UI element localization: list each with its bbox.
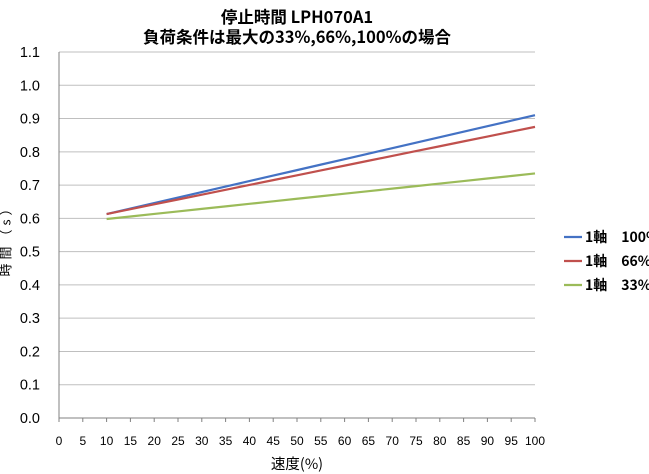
svg-text:35: 35 xyxy=(219,434,233,448)
svg-text:30: 30 xyxy=(195,434,209,448)
svg-text:70: 70 xyxy=(386,434,400,448)
svg-text:40: 40 xyxy=(243,434,257,448)
svg-text:0.7: 0.7 xyxy=(20,178,40,194)
svg-text:65: 65 xyxy=(362,434,376,448)
svg-text:0.3: 0.3 xyxy=(20,311,40,327)
svg-text:10: 10 xyxy=(100,434,114,448)
svg-text:85: 85 xyxy=(457,434,471,448)
svg-text:1.0: 1.0 xyxy=(20,78,40,94)
svg-text:100: 100 xyxy=(525,434,545,448)
svg-text:20: 20 xyxy=(148,434,162,448)
svg-text:55: 55 xyxy=(314,434,328,448)
svg-text:0.4: 0.4 xyxy=(20,278,40,294)
svg-text:0.2: 0.2 xyxy=(20,344,40,360)
svg-text:5: 5 xyxy=(79,434,86,448)
svg-text:1.1: 1.1 xyxy=(20,45,40,61)
svg-text:90: 90 xyxy=(481,434,495,448)
svg-text:0.1: 0.1 xyxy=(20,378,40,394)
svg-text:0: 0 xyxy=(56,434,63,448)
svg-text:80: 80 xyxy=(433,434,447,448)
svg-text:25: 25 xyxy=(171,434,185,448)
svg-text:15: 15 xyxy=(124,434,138,448)
svg-text:0.9: 0.9 xyxy=(20,112,40,128)
svg-text:0.0: 0.0 xyxy=(20,411,40,427)
svg-text:1軸 100%: 1軸 100% xyxy=(585,227,649,247)
svg-text:75: 75 xyxy=(409,434,423,448)
svg-text:60: 60 xyxy=(338,434,352,448)
svg-text:0.8: 0.8 xyxy=(20,145,40,161)
svg-text:45: 45 xyxy=(267,434,281,448)
svg-text:0.5: 0.5 xyxy=(20,245,40,261)
svg-text:1軸 33%: 1軸 33% xyxy=(585,275,649,295)
svg-text:50: 50 xyxy=(290,434,304,448)
svg-text:1軸 66%: 1軸 66% xyxy=(585,251,649,271)
svg-text:0.6: 0.6 xyxy=(20,211,40,227)
svg-text:95: 95 xyxy=(505,434,519,448)
